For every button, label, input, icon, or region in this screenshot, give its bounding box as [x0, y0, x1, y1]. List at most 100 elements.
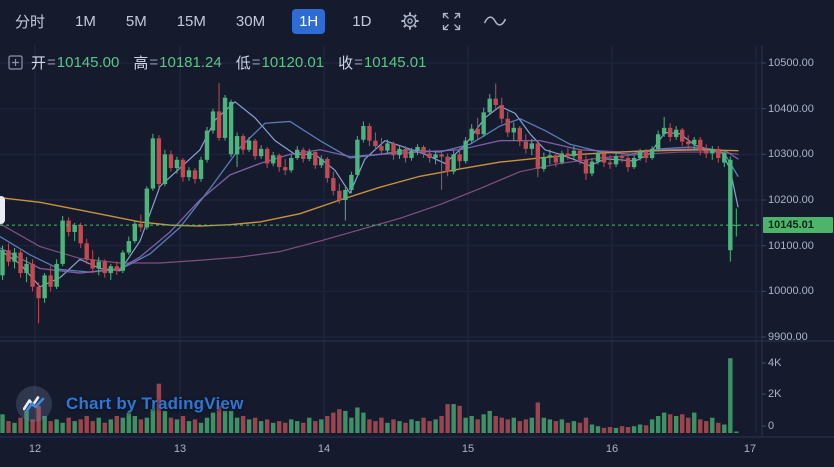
- candle-body: [607, 162, 613, 165]
- candle-body: [66, 220, 71, 232]
- volume-bar: [126, 412, 132, 433]
- tf-button-1m[interactable]: 1M: [75, 12, 96, 30]
- tf-button-1h-selected[interactable]: 1H: [292, 8, 326, 34]
- candle-body: [180, 159, 186, 178]
- volume-bar: [655, 416, 661, 433]
- volume-bar: [686, 417, 691, 433]
- candle-body: [397, 148, 402, 156]
- candle-body: [240, 136, 246, 150]
- volume-bar: [246, 419, 252, 433]
- candle-body: [252, 140, 258, 157]
- compare-plus-icon[interactable]: [8, 55, 23, 70]
- volume-bar: [349, 417, 354, 433]
- tf-button-fenshi[interactable]: 分时: [15, 13, 46, 31]
- volume-bar: [6, 421, 11, 433]
- candle-body: [722, 152, 727, 163]
- candle-body: [343, 189, 348, 200]
- candle-body: [493, 98, 498, 106]
- volume-bar: [565, 422, 571, 433]
- volume-bar: [421, 417, 426, 433]
- candle-body: [559, 153, 565, 163]
- tf-button-5m[interactable]: 5M: [125, 12, 147, 30]
- volume-bar: [108, 419, 113, 433]
- time-tick-label: 16: [605, 443, 619, 455]
- price-tick-label: 10300.00: [768, 148, 814, 161]
- volume-bar: [276, 421, 282, 433]
- volume-bar: [240, 416, 246, 433]
- volume-bar: [301, 422, 306, 433]
- price-tick-label: 9900.00: [768, 331, 808, 343]
- volume-bar: [90, 421, 95, 433]
- candle-body: [469, 128, 474, 141]
- candle-body: [361, 126, 366, 140]
- volume-bar: [174, 419, 180, 433]
- candle-body: [661, 127, 667, 135]
- fullscreen-expand-icon[interactable]: [442, 12, 461, 31]
- candle-body: [162, 154, 168, 185]
- low-label: 低: [235, 55, 251, 72]
- volume-bar: [734, 431, 739, 433]
- volume-tick-label: 2K: [768, 388, 782, 400]
- volume-bar: [493, 416, 498, 433]
- panel-handle[interactable]: [0, 196, 5, 224]
- volume-bar: [553, 421, 559, 433]
- candle-body: [337, 190, 342, 200]
- candle-body: [108, 266, 113, 274]
- candle-body: [246, 140, 252, 150]
- candle-body: [48, 275, 53, 287]
- candle-body: [349, 174, 354, 190]
- tf-button-15m[interactable]: 15M: [176, 12, 206, 30]
- volume-bar: [457, 405, 462, 433]
- volume-bar: [252, 417, 258, 433]
- volume-bar: [72, 421, 77, 433]
- tradingview-attribution[interactable]: Chart by TradingView: [16, 386, 244, 422]
- candle-body: [373, 140, 378, 147]
- candle-body: [72, 225, 77, 232]
- candle-body: [583, 159, 589, 174]
- candle-body: [132, 223, 138, 242]
- equals-sign: =: [354, 54, 363, 71]
- candle-body: [228, 101, 234, 155]
- volume-bar: [18, 417, 23, 433]
- volume-bar: [475, 419, 480, 433]
- tf-button-30m[interactable]: 30M: [235, 12, 266, 30]
- volume-bar: [283, 422, 288, 433]
- candle-body: [186, 170, 192, 178]
- volume-bar: [445, 404, 450, 433]
- candle-body: [553, 155, 559, 163]
- candle-body: [481, 112, 486, 135]
- volume-bar: [270, 422, 276, 433]
- candle-body: [126, 241, 132, 253]
- candle-body: [192, 170, 198, 179]
- volume-bar: [385, 422, 390, 433]
- volume-bar: [409, 419, 414, 433]
- tf-button-1d[interactable]: 1D: [352, 12, 372, 30]
- candle-body: [60, 220, 65, 264]
- volume-bar: [716, 422, 721, 433]
- candle-body: [571, 150, 577, 157]
- candle-body: [433, 154, 438, 158]
- volume-bar: [505, 419, 510, 433]
- volume-bar: [589, 424, 595, 433]
- volume-bar: [102, 422, 107, 433]
- volume-bar: [679, 414, 685, 433]
- candle-body: [704, 150, 709, 154]
- volume-bar: [144, 417, 150, 433]
- volume-bar: [313, 421, 318, 433]
- line-chart-wave-icon[interactable]: [483, 13, 507, 29]
- high-value: 10181.24: [159, 54, 222, 71]
- settings-gear-icon[interactable]: [400, 11, 420, 31]
- volume-bar: [210, 412, 216, 433]
- candle-body: [415, 147, 420, 151]
- candle-body: [156, 138, 162, 185]
- candle-body: [301, 149, 306, 159]
- candle-body: [391, 143, 396, 156]
- candle-body: [667, 127, 673, 137]
- volume-bar: [649, 419, 655, 433]
- candle-body: [421, 147, 426, 154]
- volume-bar: [30, 419, 35, 433]
- volume-bar: [487, 410, 492, 433]
- volume-bar: [625, 427, 631, 433]
- ma-magenta-slow: [0, 151, 739, 264]
